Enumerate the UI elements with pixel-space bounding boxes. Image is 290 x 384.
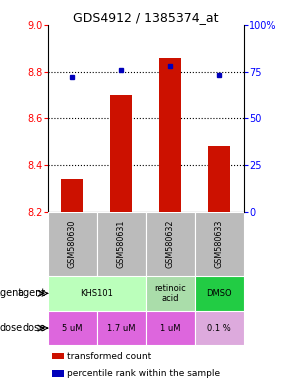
Text: agent: agent: [18, 288, 46, 298]
Text: 5 uM: 5 uM: [62, 324, 83, 333]
Title: GDS4912 / 1385374_at: GDS4912 / 1385374_at: [73, 11, 218, 24]
Bar: [195, 276, 244, 311]
Bar: [146, 212, 195, 276]
Bar: [97, 212, 146, 276]
Text: GSM580630: GSM580630: [68, 220, 77, 268]
Bar: [48, 212, 97, 276]
Bar: [52, 371, 64, 377]
Text: transformed count: transformed count: [68, 352, 152, 361]
Text: 0.1 %: 0.1 %: [207, 324, 231, 333]
Text: GSM580631: GSM580631: [117, 220, 126, 268]
Bar: [159, 58, 181, 212]
Bar: [110, 95, 132, 212]
Bar: [48, 311, 97, 346]
Bar: [146, 276, 195, 311]
Bar: [52, 353, 64, 359]
Text: DMSO: DMSO: [206, 289, 232, 298]
Bar: [48, 276, 146, 311]
Text: GSM580633: GSM580633: [215, 220, 224, 268]
Bar: [208, 146, 230, 212]
Text: dose: dose: [23, 323, 46, 333]
Text: retinoic
acid: retinoic acid: [154, 284, 186, 303]
Text: percentile rank within the sample: percentile rank within the sample: [68, 369, 221, 378]
Bar: [195, 311, 244, 346]
Bar: [195, 212, 244, 276]
Bar: [146, 311, 195, 346]
Text: KHS101: KHS101: [80, 289, 113, 298]
Text: dose: dose: [0, 323, 23, 333]
Text: 1.7 uM: 1.7 uM: [107, 324, 135, 333]
Bar: [61, 179, 83, 212]
Text: 1 uM: 1 uM: [160, 324, 180, 333]
Text: agent: agent: [0, 288, 23, 298]
Text: GSM580632: GSM580632: [166, 220, 175, 268]
Bar: [97, 311, 146, 346]
